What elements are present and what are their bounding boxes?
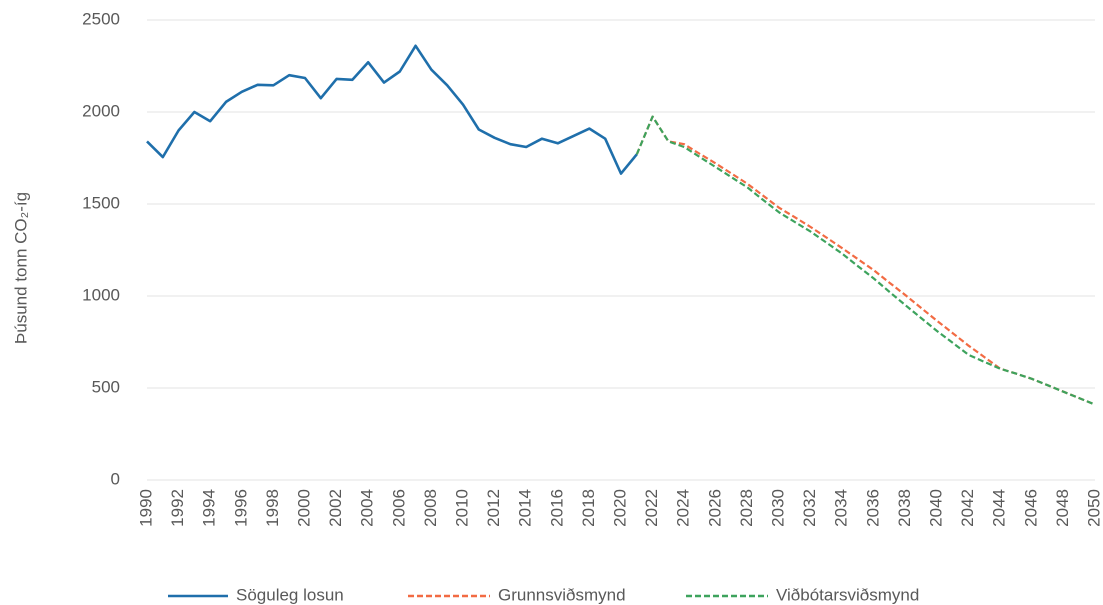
y-tick-label: 1000 bbox=[82, 285, 120, 304]
x-tick-label: 2038 bbox=[895, 489, 914, 527]
y-tick-label: 0 bbox=[111, 469, 120, 488]
x-tick-label: 2022 bbox=[642, 489, 661, 527]
x-tick-label: 2034 bbox=[832, 489, 851, 527]
x-tick-label: 2012 bbox=[484, 489, 503, 527]
x-tick-label: 2016 bbox=[547, 489, 566, 527]
x-tick-label: 2010 bbox=[452, 489, 471, 527]
x-tick-label: 2008 bbox=[421, 489, 440, 527]
y-tick-label: 2000 bbox=[82, 101, 120, 120]
series-line bbox=[635, 115, 1096, 406]
x-tick-label: 2030 bbox=[768, 489, 787, 527]
x-tick-label: 2006 bbox=[389, 489, 408, 527]
x-tick-label: 2026 bbox=[705, 489, 724, 527]
x-tick-label: 2014 bbox=[516, 489, 535, 527]
x-tick-label: 2028 bbox=[737, 489, 756, 527]
y-axis-label: Þúsund tonn CO₂-íg bbox=[11, 192, 30, 344]
y-tick-label: 2500 bbox=[82, 9, 120, 28]
legend-label: Söguleg losun bbox=[236, 585, 344, 604]
x-tick-label: 2036 bbox=[863, 489, 882, 527]
x-tick-label: 1996 bbox=[231, 489, 250, 527]
x-tick-label: 2004 bbox=[358, 489, 377, 527]
series-line bbox=[146, 44, 638, 175]
x-tick-label: 2020 bbox=[610, 489, 629, 527]
x-tick-label: 2024 bbox=[674, 489, 693, 527]
x-tick-label: 1990 bbox=[136, 489, 155, 527]
y-tick-label: 1500 bbox=[82, 193, 120, 212]
legend-label: Grunnsviðsmynd bbox=[498, 585, 626, 604]
x-tick-label: 1992 bbox=[168, 489, 187, 527]
x-tick-label: 2042 bbox=[958, 489, 977, 527]
x-tick-label: 2032 bbox=[800, 489, 819, 527]
x-tick-label: 2050 bbox=[1084, 489, 1103, 527]
series-line bbox=[635, 115, 1096, 406]
x-tick-label: 2044 bbox=[990, 489, 1009, 527]
x-tick-label: 1994 bbox=[200, 489, 219, 527]
x-tick-label: 2040 bbox=[926, 489, 945, 527]
legend-label: Viðbótarsviðsmynd bbox=[776, 585, 919, 604]
x-tick-label: 2002 bbox=[326, 489, 345, 527]
x-tick-label: 2046 bbox=[1021, 489, 1040, 527]
x-tick-label: 2000 bbox=[294, 489, 313, 527]
x-tick-label: 1998 bbox=[263, 489, 282, 527]
x-tick-label: 2048 bbox=[1053, 489, 1072, 527]
x-tick-label: 2018 bbox=[579, 489, 598, 527]
y-tick-label: 500 bbox=[92, 377, 120, 396]
